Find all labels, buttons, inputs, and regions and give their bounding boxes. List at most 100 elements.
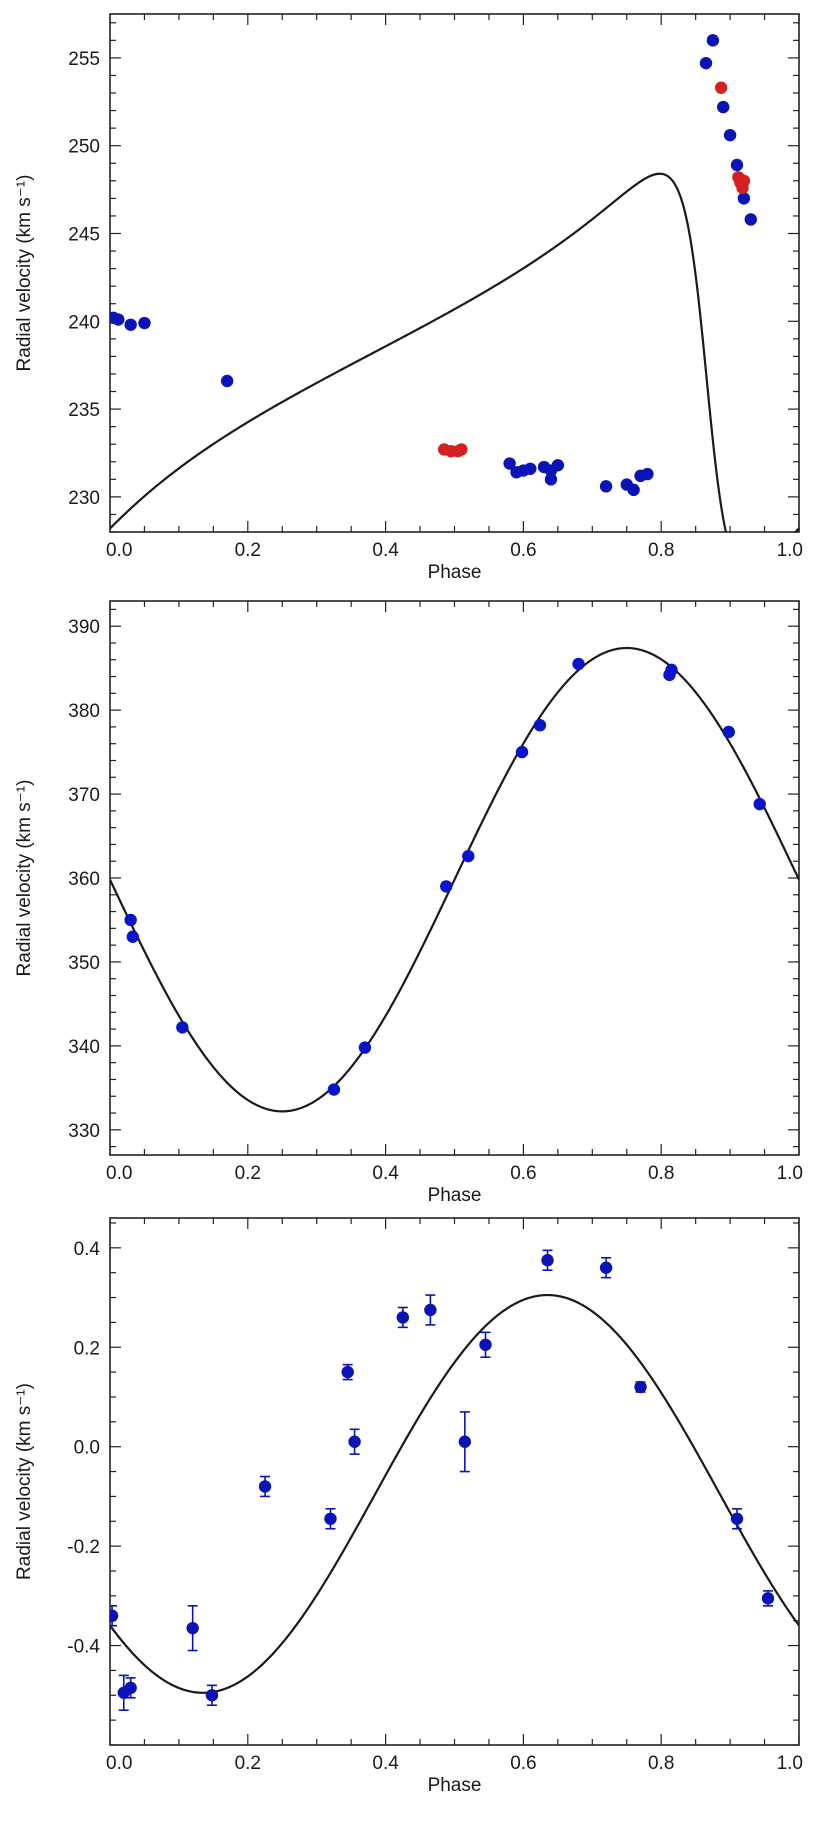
data-point — [634, 1380, 647, 1394]
y-axis-label: Radial velocity (km s⁻¹) — [14, 1383, 35, 1580]
data-point — [124, 913, 137, 927]
y-tick-label: 230 — [68, 488, 100, 509]
y-tick-label: 390 — [68, 617, 100, 638]
data-point — [737, 192, 751, 205]
data-point — [396, 1311, 410, 1324]
y-axis-label: Radial velocity (km s⁻¹) — [14, 175, 35, 372]
data-point — [176, 1021, 189, 1034]
data-point — [515, 745, 529, 759]
model-curve — [110, 1293, 799, 1694]
data-point — [348, 1435, 361, 1448]
data-point — [541, 1254, 554, 1267]
model-curve — [110, 172, 799, 532]
x-tick-label: 0.2 — [235, 1163, 261, 1184]
x-tick-label: 0.4 — [372, 540, 399, 561]
data-point — [706, 34, 720, 47]
y-tick-label: 245 — [68, 224, 100, 245]
x-tick-label: 1.0 — [777, 1163, 803, 1184]
y-tick-label: 235 — [68, 400, 100, 421]
data-series-1 — [110, 1249, 775, 1711]
x-tick-label: 0.8 — [648, 1753, 674, 1774]
data-point — [723, 128, 737, 142]
data-point — [462, 849, 475, 863]
data-point — [524, 462, 537, 475]
data-point — [551, 459, 565, 472]
x-tick-label: 1.0 — [777, 540, 803, 561]
data-point — [358, 1041, 372, 1054]
x-tick-label: 0.6 — [510, 1163, 536, 1184]
data-point — [324, 1512, 337, 1525]
data-point — [699, 56, 713, 70]
y-tick-label: 330 — [68, 1121, 100, 1142]
chart-panel-2: 0.0 0.2 0.4 0.6 0.8 1.0 330 340 350 360 370 380 390 P… — [14, 600, 803, 1206]
data-point — [138, 316, 151, 330]
y-tick-label: 370 — [68, 785, 100, 806]
y-tick-label: 240 — [68, 312, 100, 333]
data-point — [341, 1365, 354, 1379]
y-tick-label: 340 — [68, 1037, 100, 1058]
x-axis-label: Phase — [428, 1185, 482, 1206]
x-tick-label: 0.2 — [235, 540, 261, 561]
x-tick-label: 0.8 — [648, 1163, 674, 1184]
x-tick-label: 0.4 — [372, 1163, 399, 1184]
data-point — [641, 467, 654, 481]
data-point — [722, 725, 735, 739]
y-axis-label: Radial velocity (km s⁻¹) — [14, 780, 35, 977]
data-point — [205, 1689, 219, 1702]
x-tick-label: 0.8 — [648, 540, 674, 561]
model-curve — [110, 646, 799, 1113]
data-point — [126, 930, 139, 943]
data-point — [220, 374, 234, 388]
y-tick-label: 380 — [68, 701, 100, 722]
data-point — [458, 1435, 472, 1448]
data-point — [572, 657, 585, 671]
y-tick-label: 0.2 — [74, 1338, 100, 1359]
x-tick-label: 0.6 — [510, 1753, 536, 1774]
data-point — [730, 158, 744, 172]
chart-panel-1: 0.0 0.2 0.4 0.6 0.8 1.0 230 235 240 245 250 255 Phas… — [14, 13, 803, 583]
x-tick-label: 0.6 — [510, 540, 536, 561]
x-tick-label: 1.0 — [777, 1753, 803, 1774]
x-tick-label: 0.0 — [106, 1753, 132, 1774]
data-point — [424, 1303, 437, 1317]
y-tick-label: 250 — [68, 137, 100, 158]
x-tick-label: 0.0 — [106, 540, 132, 561]
data-point — [479, 1338, 492, 1351]
data-point — [717, 100, 730, 114]
data-point — [112, 313, 125, 326]
x-axis-label: Phase — [428, 1775, 482, 1796]
data-point — [440, 880, 453, 893]
data-point — [599, 1261, 613, 1274]
data-point — [124, 1681, 137, 1695]
data-point — [455, 443, 468, 456]
data-point — [761, 1592, 775, 1605]
data-series-1 — [124, 657, 766, 1096]
data-point — [744, 213, 757, 226]
y-tick-label: 360 — [68, 869, 100, 890]
data-point — [327, 1083, 341, 1096]
y-tick-label: 255 — [68, 49, 100, 70]
data-point — [753, 797, 766, 811]
data-series-2 — [437, 81, 751, 458]
data-point — [730, 1512, 744, 1525]
y-tick-label: 0.0 — [74, 1438, 100, 1459]
data-point — [124, 318, 137, 331]
x-tick-label: 0.2 — [235, 1753, 261, 1774]
x-tick-label: 0.4 — [372, 1753, 399, 1774]
data-point — [533, 719, 547, 732]
data-point — [599, 480, 613, 493]
y-tick-label: 0.4 — [74, 1239, 101, 1260]
data-point — [737, 174, 751, 188]
x-axis-label: Phase — [428, 562, 482, 583]
chart-panel-3: 0.0 0.2 0.4 0.6 0.8 1.0 -0.4 -0.2 0.0 0.2 0.4 Phase… — [14, 1217, 803, 1796]
data-point — [627, 483, 640, 497]
data-point — [544, 473, 558, 486]
data-series-1 — [110, 34, 757, 497]
x-tick-label: 0.0 — [106, 1163, 132, 1184]
data-point — [110, 1609, 119, 1622]
y-tick-label: 350 — [68, 953, 100, 974]
y-tick-label: -0.2 — [67, 1537, 100, 1558]
data-point — [258, 1480, 272, 1493]
data-point — [665, 663, 678, 677]
